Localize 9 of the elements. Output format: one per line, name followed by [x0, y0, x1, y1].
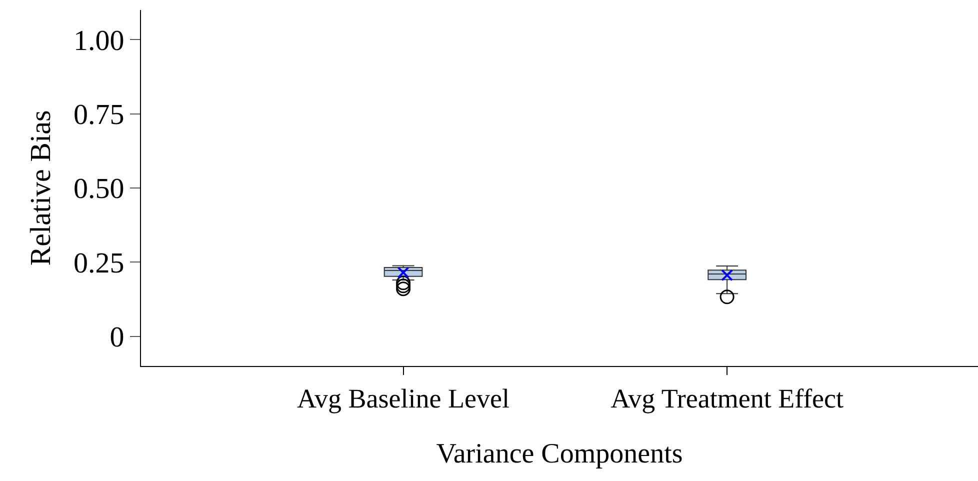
- y-tick-label: 0: [110, 321, 124, 354]
- y-tick-label: 0.75: [73, 98, 124, 131]
- y-axis-title: Relative Bias: [24, 110, 57, 266]
- x-tick-label: Avg Baseline Level: [297, 383, 510, 414]
- y-tick-label: 0.50: [73, 173, 124, 206]
- x-tick-label: Avg Treatment Effect: [610, 383, 844, 414]
- x-axis-title: Variance Components: [436, 438, 683, 470]
- y-tick-label: 0.25: [73, 247, 124, 280]
- y-tick-label: 1.00: [73, 24, 124, 57]
